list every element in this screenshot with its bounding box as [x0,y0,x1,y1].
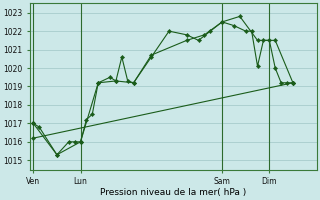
X-axis label: Pression niveau de la mer( hPa ): Pression niveau de la mer( hPa ) [100,188,247,197]
